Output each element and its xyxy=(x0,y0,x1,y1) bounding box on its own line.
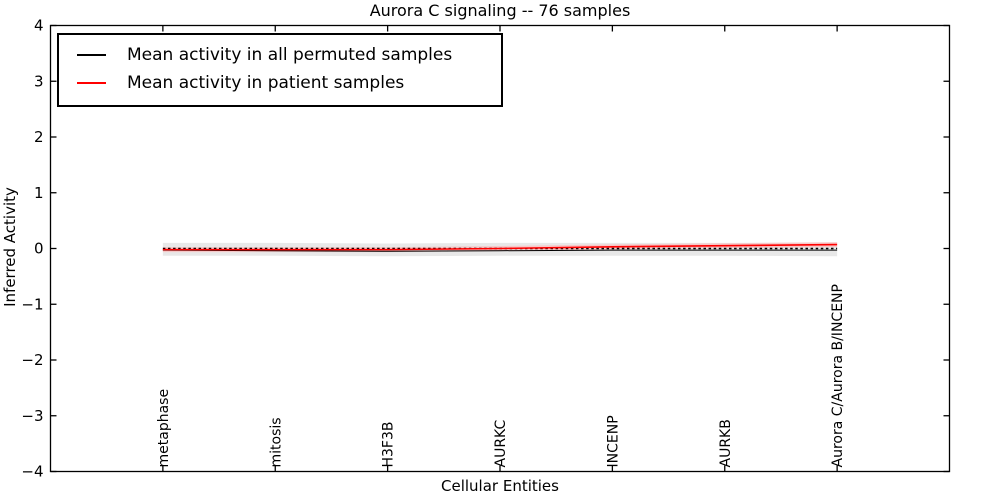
x-axis-label: Cellular Entities xyxy=(441,477,559,495)
x-category-label: AURKC xyxy=(493,420,509,468)
x-category-label: INCENP xyxy=(605,415,621,467)
y-tick-label: 4 xyxy=(34,17,44,35)
legend-swatch xyxy=(77,54,106,56)
legend-label: Mean activity in patient samples xyxy=(127,73,405,93)
series-line-permuted xyxy=(162,249,838,252)
legend-swatch xyxy=(77,82,106,84)
series-line-patient xyxy=(162,243,838,251)
y-tick-label: 1 xyxy=(34,184,44,202)
x-category-label: AURKB xyxy=(718,419,734,467)
y-tick-label: −3 xyxy=(21,407,43,425)
y-tick-label: 3 xyxy=(34,72,44,90)
y-tick-label: −4 xyxy=(21,463,43,481)
y-tick-label: −1 xyxy=(21,295,43,313)
y-tick-label: 2 xyxy=(34,128,44,146)
legend-item-permuted: Mean activity in all permuted samples xyxy=(59,41,501,69)
y-tick-label: −2 xyxy=(21,351,43,369)
x-category-label: H3F3B xyxy=(381,422,397,468)
legend-item-patient: Mean activity in patient samples xyxy=(59,69,501,97)
y-tick-label: 0 xyxy=(34,240,44,258)
x-category-label: Aurora C/Aurora B/INCENP xyxy=(830,284,846,467)
legend-label: Mean activity in all permuted samples xyxy=(127,45,453,65)
x-category-label: metaphase xyxy=(156,389,172,468)
chart-title: Aurora C signaling -- 76 samples xyxy=(369,1,631,20)
x-category-label: mitosis xyxy=(268,417,284,467)
legend-box: Mean activity in all permuted samples Me… xyxy=(57,33,503,107)
